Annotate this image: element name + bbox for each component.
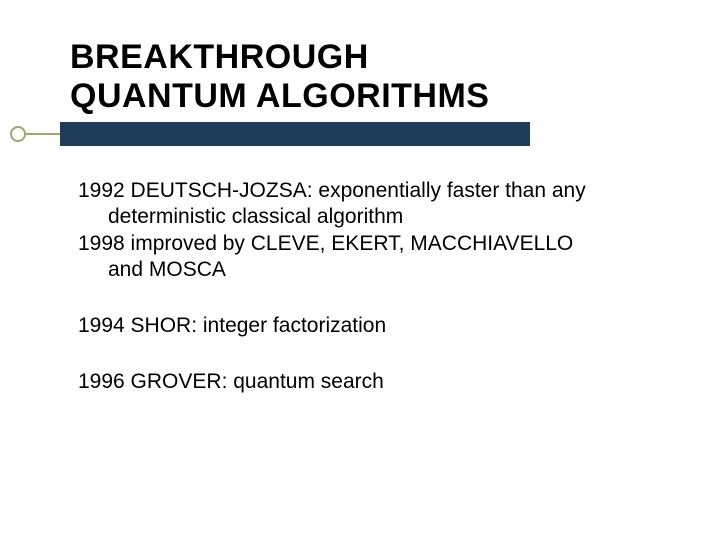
entry-continuation: deterministic classical algorithm [78,204,660,230]
title-line-2: QUANTUM ALGORITHMS [70,77,489,115]
entry: 1992 DEUTSCH-JOZSA: exponentially faster… [78,178,660,283]
entry-continuation: and MOSCA [78,257,660,283]
slide-body: 1992 DEUTSCH-JOZSA: exponentially faster… [70,178,660,396]
rule-connector-line [26,133,60,135]
title-line-1: BREAKTHROUGH [70,38,369,76]
entry: 1996 GROVER: quantum search [78,369,660,395]
entry-line: 1998 improved by CLEVE, EKERT, MACCHIAVE… [78,231,660,257]
entry-line: 1992 DEUTSCH-JOZSA: exponentially faster… [78,178,660,204]
slide-title: BREAKTHROUGH QUANTUM ALGORITHMS [70,38,660,116]
entry-line: 1994 SHOR: integer factorization [78,313,660,339]
entry: 1994 SHOR: integer factorization [78,313,660,339]
entry-line: 1996 GROVER: quantum search [78,369,660,395]
title-rule [70,122,660,150]
slide: BREAKTHROUGH QUANTUM ALGORITHMS 1992 DEU… [0,0,720,540]
rule-dot-icon [10,126,26,142]
rule-bar [60,122,530,146]
